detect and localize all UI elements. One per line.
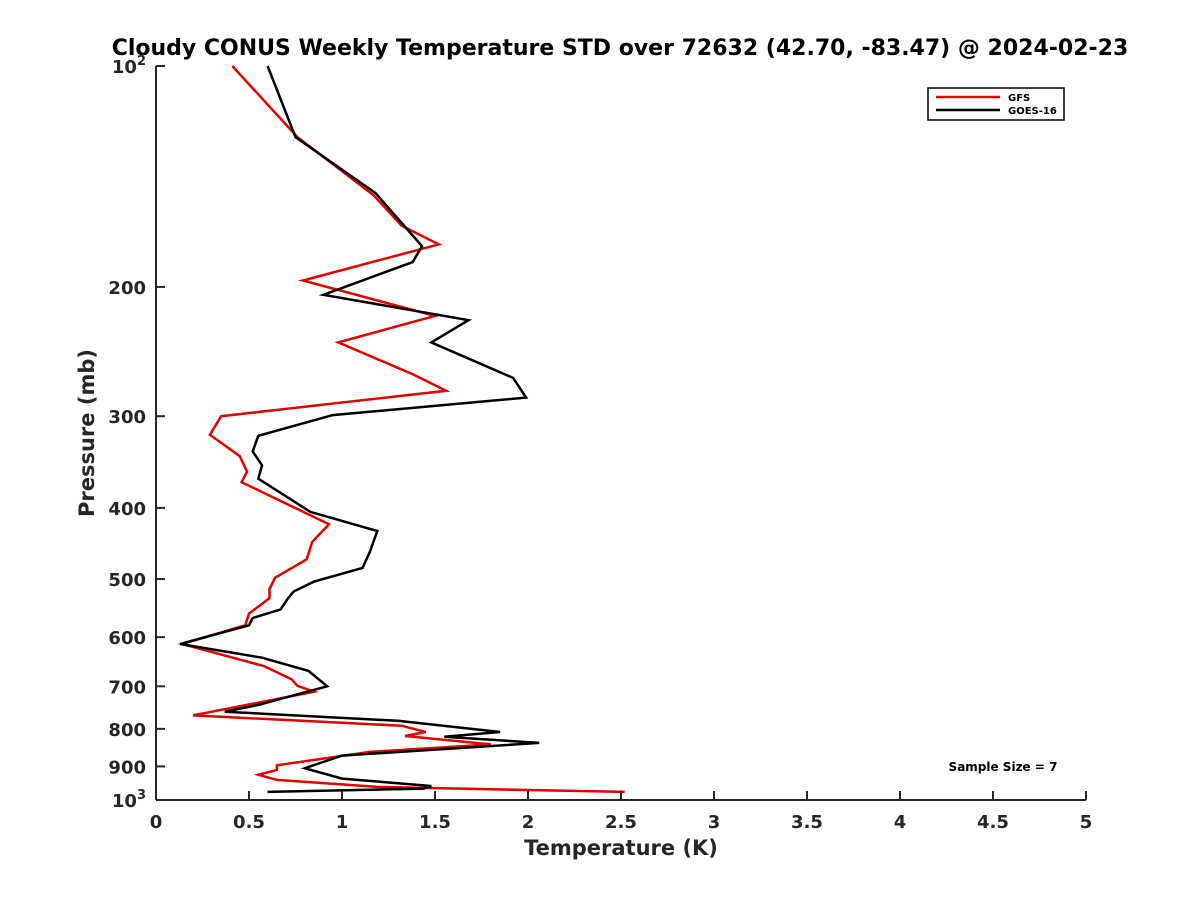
legend: GFS GOES-16 xyxy=(927,87,1065,121)
x-ticks: 0 0.5 1 1.5 2 2.5 3 3.5 4 4.5 5 xyxy=(150,791,1093,833)
y-tick-label: 300 xyxy=(108,407,146,428)
y-tick-label: 400 xyxy=(108,499,146,520)
x-axis-label: Temperature (K) xyxy=(524,836,718,860)
x-tick-label: 4.5 xyxy=(977,812,1009,833)
legend-label-goes-16: GOES-16 xyxy=(1008,106,1057,117)
y-tick-label: 103 xyxy=(112,788,146,812)
x-tick-label: 3 xyxy=(708,812,721,833)
y-tick-label: 200 xyxy=(108,278,146,299)
y-tick-label: 700 xyxy=(108,677,146,698)
x-tick-label: 0.5 xyxy=(233,812,265,833)
x-tick-label: 3.5 xyxy=(791,812,823,833)
y-tick-label: 600 xyxy=(108,628,146,649)
x-tick-label: 2 xyxy=(522,812,535,833)
x-tick-label: 2.5 xyxy=(605,812,637,833)
x-tick-label: 4 xyxy=(894,812,907,833)
y-tick-label: 800 xyxy=(108,720,146,741)
y-axis-label: Pressure (mb) xyxy=(75,349,99,517)
chart-title: Cloudy CONUS Weekly Temperature STD over… xyxy=(112,36,1129,61)
legend-box xyxy=(927,87,1065,121)
series-line-gfs xyxy=(177,65,625,794)
plot-area xyxy=(177,65,625,794)
x-tick-label: 0 xyxy=(150,812,163,833)
y-tick-label: 500 xyxy=(108,570,146,591)
x-tick-label: 1 xyxy=(336,812,349,833)
sample-size-annotation: Sample Size = 7 xyxy=(949,760,1058,774)
y-ticks: 102 200 300 400 500 600 700 800 900 103 xyxy=(108,54,165,812)
x-tick-label: 5 xyxy=(1080,812,1093,833)
y-tick-label: 900 xyxy=(108,757,146,778)
legend-label-gfs: GFS xyxy=(1008,93,1030,104)
series-line-goes-16 xyxy=(179,65,540,794)
y-tick-label: 102 xyxy=(112,54,146,78)
x-tick-label: 1.5 xyxy=(419,812,451,833)
